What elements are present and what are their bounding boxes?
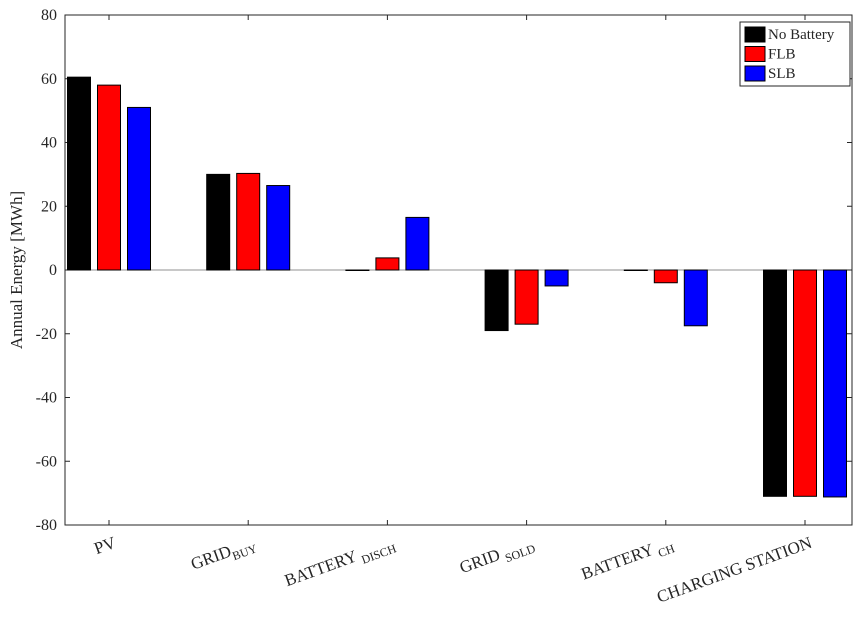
bar-no-battery bbox=[484, 269, 509, 332]
bar-flb bbox=[793, 269, 817, 497]
bar-slb bbox=[544, 269, 569, 287]
legend-swatch bbox=[744, 65, 766, 82]
y-tick-label: -20 bbox=[36, 326, 57, 343]
legend-label: No Battery bbox=[768, 27, 835, 43]
bar-no-battery bbox=[763, 269, 787, 497]
y-tick-label: -80 bbox=[36, 517, 57, 534]
bar-flb bbox=[653, 269, 678, 284]
bar-flb bbox=[236, 172, 261, 271]
legend-label: FLB bbox=[768, 47, 796, 63]
y-tick-label: 0 bbox=[49, 262, 57, 279]
bar-slb bbox=[823, 269, 847, 498]
x-tick-label-main: CHARGING STATION bbox=[654, 533, 814, 607]
y-tick-label: 20 bbox=[41, 198, 57, 215]
bar-no-battery bbox=[67, 76, 91, 271]
y-axis-label: Annual Energy [MWh] bbox=[7, 191, 26, 349]
bar-flb bbox=[97, 84, 121, 271]
x-tick-label: PV bbox=[91, 533, 119, 559]
bar-slb bbox=[266, 185, 291, 271]
x-tick-label-main: BATTERY bbox=[282, 545, 363, 590]
bar-flb bbox=[514, 269, 539, 325]
x-tick-label-sub: DISCH bbox=[360, 541, 399, 567]
x-tick-label-main: BATTERY bbox=[579, 539, 660, 584]
bar-no-battery bbox=[623, 269, 648, 271]
bar-no-battery bbox=[206, 173, 231, 271]
x-tick-label-sub: SOLD bbox=[503, 541, 538, 565]
x-tick-label-sub: CH bbox=[656, 541, 677, 560]
y-tick-label: 40 bbox=[41, 135, 57, 152]
x-tick-label: GRID SOLD bbox=[457, 533, 538, 581]
bars bbox=[67, 76, 847, 498]
legend: No Battery FLB SLB bbox=[739, 21, 851, 87]
x-tick-label: CHARGING STATION bbox=[654, 533, 814, 607]
x-tick-label-sub: BUY bbox=[230, 541, 259, 563]
x-tick-label-main: PV bbox=[91, 533, 119, 559]
legend-swatch bbox=[744, 46, 766, 62]
y-tick-label: -40 bbox=[36, 390, 57, 407]
x-tick-label: BATTERY CH bbox=[579, 533, 677, 588]
x-tick-label: BATTERY DISCH bbox=[282, 533, 398, 594]
bar-slb bbox=[683, 269, 708, 327]
y-tick-label: -60 bbox=[36, 453, 57, 470]
bar-slb bbox=[127, 106, 151, 271]
x-tick-label-main: GRID bbox=[457, 544, 507, 578]
legend-swatch bbox=[744, 26, 766, 43]
y-tick-label: 60 bbox=[41, 71, 57, 88]
y-tick-label: 80 bbox=[41, 7, 57, 24]
bar-no-battery bbox=[345, 269, 370, 271]
bar-slb bbox=[405, 216, 430, 271]
x-tick-label-main: GRID bbox=[188, 542, 234, 574]
x-tick-label: GRIDBUY bbox=[188, 533, 259, 578]
bar-flb bbox=[375, 257, 400, 271]
legend-label: SLB bbox=[768, 66, 796, 82]
y-axis: -80 -60 -40 -20 0 20 40 60 80 bbox=[36, 7, 852, 534]
